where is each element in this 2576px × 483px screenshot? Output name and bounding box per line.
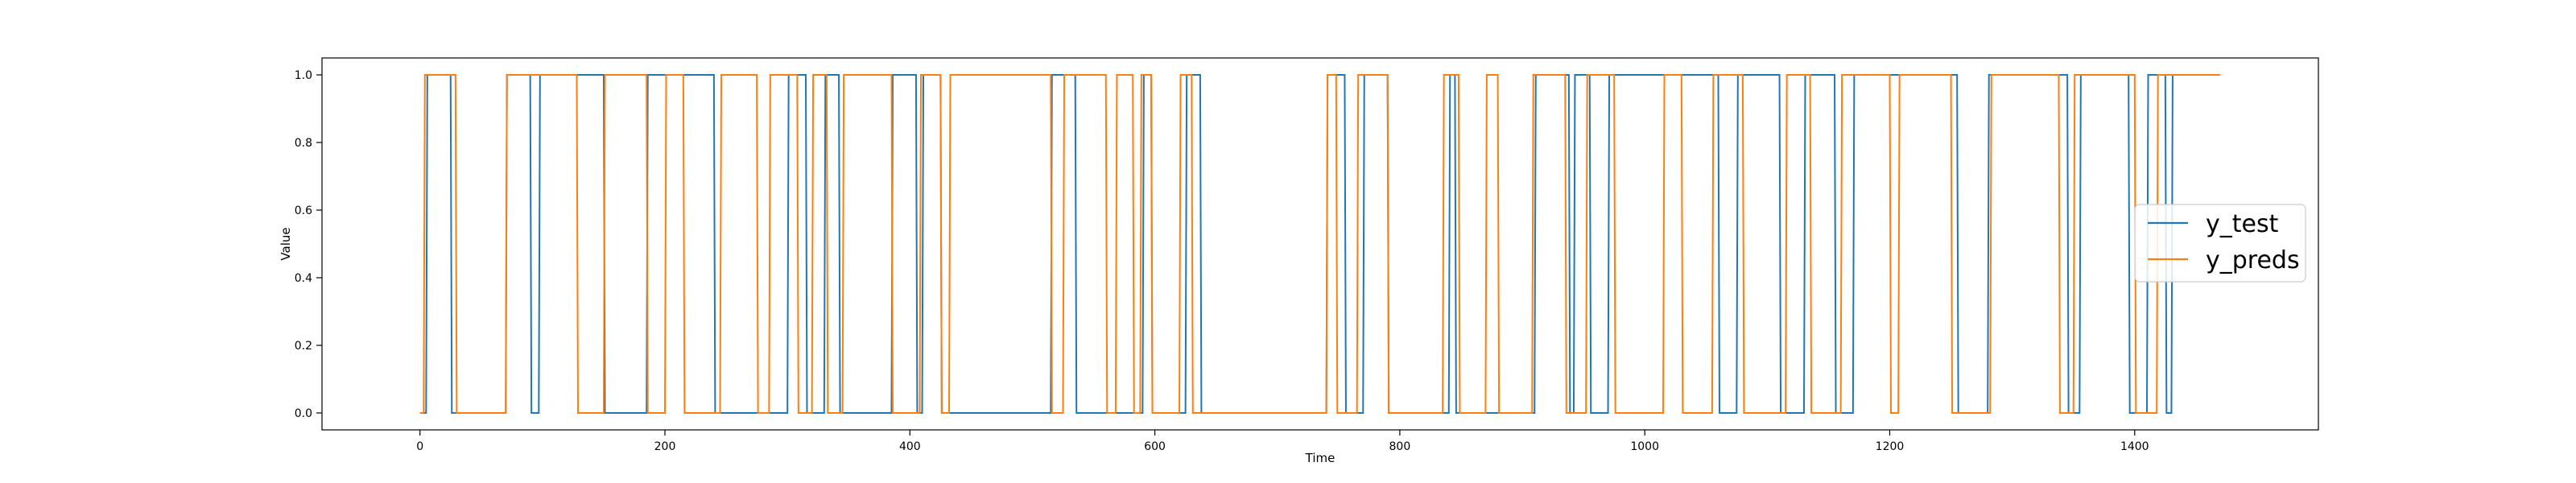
legend-label-y-preds: y_preds (2206, 246, 2300, 275)
x-axis: 0 200 400 600 800 1000 1200 1400 (416, 430, 2149, 453)
plot-area (419, 74, 2221, 414)
y-tick-label: 0.0 (295, 407, 312, 420)
x-tick-label: 0 (416, 440, 423, 453)
x-tick-label: 1200 (1876, 440, 1905, 453)
y-tick-label: 1.0 (295, 69, 312, 82)
series-line-y-preds (419, 74, 2221, 414)
legend: y_test y_preds (2134, 204, 2306, 283)
x-tick-label: 400 (899, 440, 921, 453)
x-tick-label: 1000 (1630, 440, 1659, 453)
x-tick-label: 1400 (2120, 440, 2149, 453)
legend-label-y-test: y_test (2206, 210, 2279, 238)
y-axis-label: Value (279, 227, 293, 260)
y-tick-label: 0.2 (295, 340, 312, 353)
x-tick-label: 800 (1389, 440, 1411, 453)
y-tick-label: 0.8 (295, 137, 312, 150)
y-axis: 0.0 0.2 0.4 0.6 0.8 1.0 (295, 69, 322, 420)
x-tick-label: 200 (654, 440, 676, 453)
y-tick-label: 0.4 (295, 272, 312, 285)
plot-frame (321, 57, 2319, 431)
x-axis-label: Time (1305, 451, 1335, 465)
y-tick-label: 0.6 (295, 204, 312, 217)
x-tick-label: 600 (1144, 440, 1166, 453)
